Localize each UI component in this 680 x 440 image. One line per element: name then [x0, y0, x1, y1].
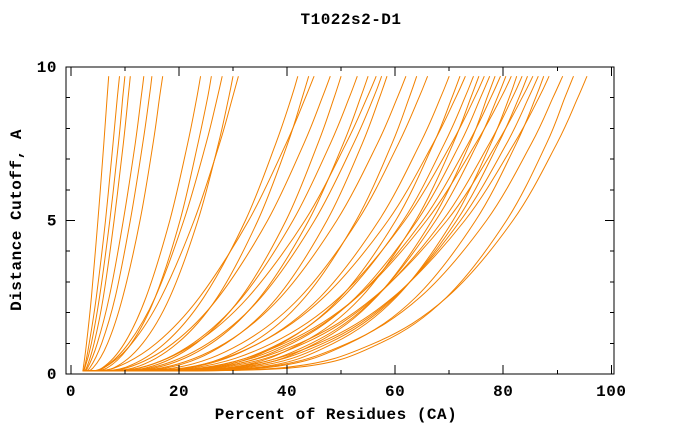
data-series-line: [82, 76, 310, 372]
data-series-line: [82, 76, 234, 372]
data-series-line: [82, 76, 388, 372]
data-series-line: [82, 76, 110, 372]
plot-frame: [65, 66, 615, 375]
x-axis-label: Percent of Residues (CA): [215, 406, 457, 424]
data-series-line: [82, 76, 120, 372]
data-series-line: [82, 76, 331, 372]
data-series-line: [82, 76, 574, 372]
data-series-line: [82, 76, 223, 372]
x-axis-tick-label: 60: [385, 383, 405, 401]
data-series-line: [82, 76, 131, 372]
x-axis-tick-label: 20: [169, 383, 189, 401]
y-axis-tick-label: 5: [47, 213, 57, 231]
data-series-line: [82, 76, 545, 372]
data-series-line: [82, 76, 202, 372]
data-series-line: [82, 75, 588, 372]
data-series-line: [82, 76, 377, 372]
data-series-line: [82, 75, 512, 372]
data-series-line: [82, 76, 342, 372]
data-series-line: [82, 76, 518, 372]
data-series-line: [82, 76, 528, 372]
data-series-line: [82, 76, 212, 372]
chart-title: T1022s2-D1: [300, 11, 401, 29]
data-series-line: [82, 76, 480, 372]
x-axis-tick-label: 40: [277, 383, 297, 401]
data-series-line: [82, 76, 164, 372]
data-series-line: [82, 76, 153, 372]
series-lines: [82, 75, 588, 372]
x-axis-tick-label: 0: [66, 383, 76, 401]
axis-tick-labels: 0 20 40 60 80 100 0 5 10: [37, 59, 626, 401]
data-series-line: [82, 75, 539, 372]
data-series-line: [82, 76, 369, 372]
y-axis-tick-label: 0: [47, 366, 57, 384]
x-axis-tick-label: 100: [596, 383, 626, 401]
data-series-line: [82, 75, 466, 372]
data-series-line: [82, 76, 126, 372]
y-axis-label: Distance Cutoff, A: [8, 129, 26, 311]
y-axis-tick-label: 10: [37, 59, 57, 77]
data-series-line: [82, 76, 407, 372]
data-series-line: [82, 75, 564, 372]
data-series-line: [82, 76, 450, 372]
x-axis-tick-label: 80: [493, 383, 513, 401]
data-series-line: [82, 76, 315, 372]
data-series-line: [82, 75, 550, 372]
axis-ticks: [66, 66, 614, 375]
data-series-line: [82, 75, 485, 372]
data-series-line: [82, 76, 383, 372]
data-series-line: [82, 75, 534, 372]
data-series-line: [82, 76, 239, 372]
data-series-line: [82, 76, 429, 372]
data-series-line: [82, 76, 145, 372]
